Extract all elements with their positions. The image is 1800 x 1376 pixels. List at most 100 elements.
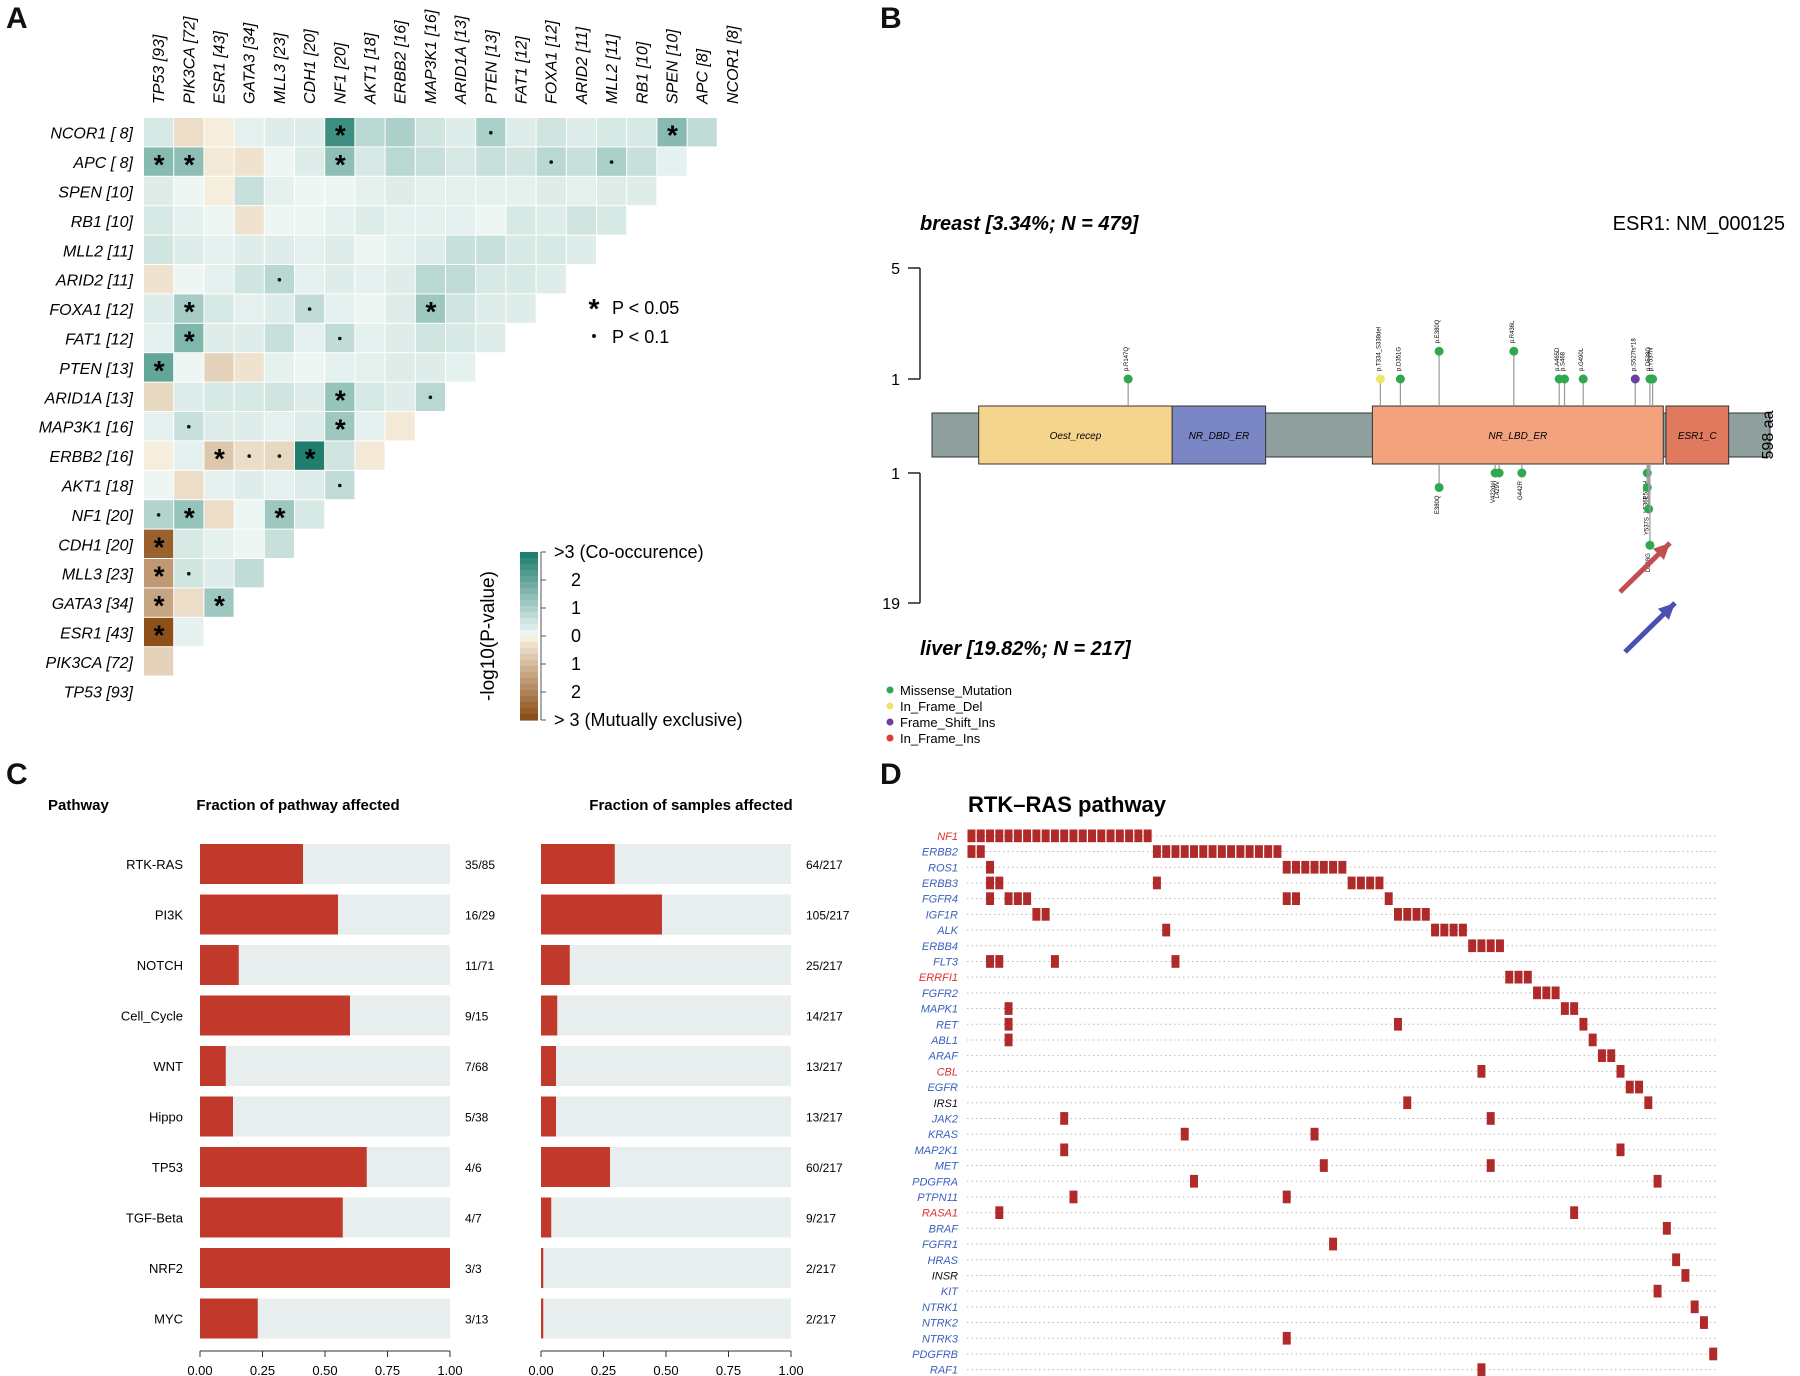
right-x-tick-label: 0.25 <box>591 1363 616 1376</box>
domain-label: NR_DBD_ER <box>1189 431 1250 442</box>
heatmap-cell <box>234 470 264 500</box>
heatmap-cell <box>597 206 627 235</box>
heatmap-cell <box>174 206 204 235</box>
top-lollipop-head <box>1123 374 1133 384</box>
heatmap-cell <box>144 529 174 558</box>
oncoplot-cell <box>1282 892 1291 905</box>
oncoplot-gene-label: ERBB2 <box>922 847 958 859</box>
oncoplot-gene-label: ERBB4 <box>922 941 958 953</box>
heatmap-col-label: AKT1 [18] <box>363 32 380 105</box>
heatmap-row-label: AKT1 [18] <box>61 479 134 496</box>
heatmap-cell <box>506 176 536 206</box>
oncoplot-cell <box>1319 1159 1328 1172</box>
left-bar <box>200 1298 258 1339</box>
oncoplot-cell <box>1449 923 1458 937</box>
protein-domain <box>978 405 1173 465</box>
heatmap-cell <box>355 382 385 411</box>
heatmap-cell <box>204 588 234 617</box>
oncoplot-cell <box>1013 829 1022 843</box>
legend-dot-icon <box>592 334 596 338</box>
heatmap-cell <box>264 147 294 176</box>
oncoplot-cell <box>1143 829 1152 843</box>
top-lollipop-head <box>1375 374 1385 384</box>
oncoplot-cell <box>1171 845 1180 858</box>
panel-label-d: D <box>880 758 902 791</box>
heatmap-cell <box>174 235 204 264</box>
p01-dot <box>187 571 191 576</box>
pathway-name: NOTCH <box>137 958 183 973</box>
heatmap-cell <box>476 147 506 176</box>
heatmap-cell <box>566 118 596 147</box>
oncoplot-cell <box>1662 1222 1671 1235</box>
left-bar-bg <box>200 1096 450 1137</box>
top-mutation-label: p.D538G <box>1646 347 1652 371</box>
p05-star: * <box>305 443 316 474</box>
heatmap-cell <box>264 529 294 558</box>
heatmap-cell <box>144 147 174 176</box>
heatmap-cell <box>385 382 415 411</box>
heatmap-cell <box>234 412 264 441</box>
p05-star: * <box>154 355 165 386</box>
p01-dot <box>549 160 553 164</box>
left-bar-bg <box>200 1046 450 1086</box>
bottom-lollipop-head <box>1517 468 1527 478</box>
bottom-lollipop-head <box>1494 468 1504 478</box>
heatmap-col-label: MLL3 [23] <box>272 32 289 104</box>
p05-star: * <box>154 561 165 592</box>
oncoplot-cell <box>967 845 976 858</box>
heatmap-cell <box>355 441 385 470</box>
colorbar-tick-label: >3 (Co-occurence) <box>554 542 704 562</box>
heatmap-cell <box>264 235 294 264</box>
heatmap-cell <box>325 294 355 323</box>
p01-dot <box>609 160 614 164</box>
heatmap-cell <box>174 118 204 147</box>
oncoplot-cell <box>1709 1347 1718 1361</box>
oncoplot-cell <box>1152 845 1161 858</box>
right-bar-bg <box>541 1096 791 1137</box>
left-bar-label: 7/68 <box>465 1060 489 1074</box>
right-bar <box>541 1046 556 1086</box>
pathway-name: RTK-RAS <box>126 857 183 872</box>
heatmap-cell <box>264 176 294 206</box>
heatmap-cell <box>204 323 234 353</box>
heatmap-cell <box>355 265 385 294</box>
oncoplot-cell <box>1310 860 1319 874</box>
oncoplot-cell <box>1393 908 1402 921</box>
heatmap-cell <box>476 265 506 294</box>
pathway-name: Cell_Cycle <box>121 1009 183 1024</box>
top-mutation-label: p.G490L <box>1579 347 1585 371</box>
heatmap-cell <box>295 235 325 264</box>
right-bar-label: 14/217 <box>806 1010 843 1024</box>
oncoplot-cell <box>1023 892 1032 905</box>
oncoplot-gene-label: FGFR2 <box>922 988 958 1000</box>
heatmap-cell <box>325 382 355 411</box>
heatmap-col-label: FOXA1 [12] <box>544 20 561 104</box>
oncoplot-gene-label: RET <box>936 1019 959 1031</box>
colorbar-segment <box>520 636 538 643</box>
p05-star: * <box>667 120 678 151</box>
heatmap-cell <box>325 265 355 294</box>
oncoplot-cell <box>1171 955 1180 968</box>
heatmap-cell <box>355 147 385 176</box>
heatmap-cell <box>174 382 204 411</box>
oncoplot-cell <box>1190 845 1198 858</box>
heatmap-cell <box>264 470 294 500</box>
heatmap-cell <box>355 118 385 147</box>
top-mutation-label: p.R436L <box>1510 320 1516 343</box>
bottom-lollipop-head <box>1434 482 1444 492</box>
oncoplot-gene-label: FGFR4 <box>922 894 958 906</box>
heatmap-cell <box>506 294 536 323</box>
heatmap-cell <box>204 500 234 529</box>
cooccurrence-heatmap: TP53 [93] PIK3CA [72] ESR1 [43] GATA3 [34] M… <box>39 9 743 730</box>
p05-star: * <box>335 414 346 445</box>
blue-arrow-icon-head <box>1657 603 1675 620</box>
esr1-lollipop-plot: breast [3.34%; N = 479] ESR1: NM_000125li… <box>882 213 1785 746</box>
legend-label: Missense_Mutation <box>900 683 1012 698</box>
heatmap-row-label: MLL3 [23] <box>62 567 134 584</box>
oncoplot-cell <box>1495 939 1504 953</box>
left-bar <box>200 1147 367 1187</box>
left-bar-label: 3/3 <box>465 1262 482 1276</box>
heatmap-cell <box>476 206 506 235</box>
heatmap-cell <box>446 265 476 294</box>
heatmap-cell <box>385 176 415 206</box>
